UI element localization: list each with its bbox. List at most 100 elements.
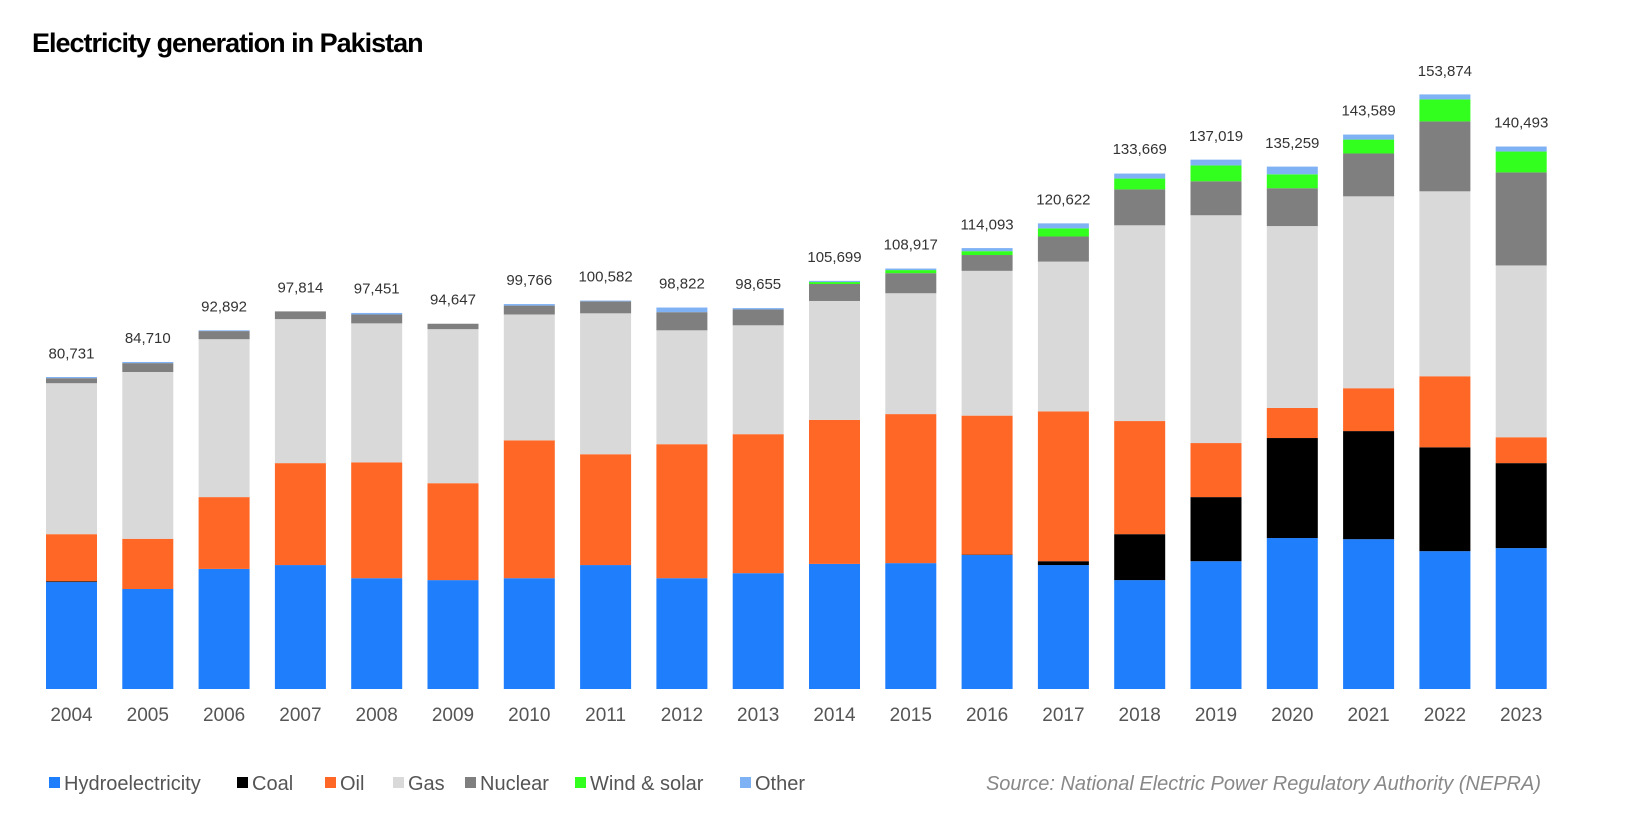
total-label-2010: 99,766 <box>506 272 552 289</box>
bar-segment-hydroelectricity-2022 <box>1419 551 1471 689</box>
bar-segment-gas-2008 <box>351 323 403 463</box>
legend-label-nuclear: Nuclear <box>480 773 549 795</box>
bar-segment-gas-2022 <box>1419 191 1471 377</box>
x-tick-label-2020: 2020 <box>1271 705 1313 726</box>
bar-segment-oil-2016 <box>961 415 1013 555</box>
total-label-2011: 100,582 <box>578 269 632 286</box>
x-tick-label-2012: 2012 <box>661 705 703 726</box>
bar-segment-nuclear-2007 <box>274 311 326 320</box>
bar-segment-other-2023 <box>1495 146 1547 152</box>
legend-swatch-other <box>740 777 751 788</box>
legend-label-other: Other <box>755 773 805 795</box>
legend-swatch-wind-solar <box>575 777 586 788</box>
bar-segment-wind-solar-2017 <box>1037 228 1089 237</box>
legend-label-hydroelectricity: Hydroelectricity <box>64 773 201 795</box>
bar-segment-wind-solar-2021 <box>1343 139 1395 154</box>
bar-segment-nuclear-2019 <box>1190 181 1242 216</box>
bar-segment-nuclear-2017 <box>1037 236 1089 262</box>
bar-segment-oil-2021 <box>1343 388 1395 432</box>
bar-segment-other-2013 <box>732 308 784 310</box>
bar-segment-gas-2014 <box>809 300 860 420</box>
bar-segment-coal-2004 <box>46 581 97 583</box>
total-label-2006: 92,892 <box>201 298 247 315</box>
bar-segment-gas-2013 <box>732 325 784 435</box>
bar-segment-oil-2012 <box>656 444 708 579</box>
bar-segment-gas-2020 <box>1266 226 1318 408</box>
bar-segment-gas-2018 <box>1114 225 1166 422</box>
bar-segment-hydroelectricity-2018 <box>1114 580 1166 689</box>
bar-segment-oil-2004 <box>46 534 97 582</box>
bar-segment-other-2014 <box>809 280 860 283</box>
bar-segment-nuclear-2020 <box>1266 188 1318 227</box>
bar-segment-hydroelectricity-2016 <box>961 555 1013 689</box>
bar-segment-nuclear-2012 <box>656 312 708 331</box>
bar-segment-other-2006 <box>198 330 250 332</box>
x-tick-label-2004: 2004 <box>50 705 93 726</box>
bar-segment-other-2016 <box>961 248 1013 252</box>
bar-segment-nuclear-2014 <box>809 283 860 301</box>
bar-segment-oil-2007 <box>274 463 326 566</box>
x-tick-label-2011: 2011 <box>585 705 626 726</box>
x-tick-label-2015: 2015 <box>890 705 932 726</box>
bar-segment-gas-2009 <box>427 329 479 484</box>
bar-segment-oil-2017 <box>1037 411 1089 562</box>
bar-segment-wind-solar-2023 <box>1495 151 1547 173</box>
legend-label-wind-solar: Wind & solar <box>590 773 704 795</box>
bar-segment-hydroelectricity-2012 <box>656 578 708 689</box>
total-label-2004: 80,731 <box>49 345 95 362</box>
bar-segment-hydroelectricity-2006 <box>198 568 250 689</box>
x-tick-label-2005: 2005 <box>127 705 169 726</box>
total-label-2013: 98,655 <box>735 276 781 293</box>
bar-segment-other-2022 <box>1419 94 1471 100</box>
bar-segment-coal-2020 <box>1266 438 1318 539</box>
bar-segment-nuclear-2010 <box>503 305 555 315</box>
bar-segment-nuclear-2011 <box>580 301 632 314</box>
x-tick-label-2017: 2017 <box>1042 705 1084 726</box>
bar-segment-oil-2020 <box>1266 407 1318 439</box>
bar-segment-oil-2008 <box>351 462 403 579</box>
bar-segment-hydroelectricity-2009 <box>427 580 479 689</box>
bar-segment-gas-2010 <box>503 314 555 441</box>
bar-segment-oil-2006 <box>198 497 250 569</box>
x-tick-label-2022: 2022 <box>1424 705 1466 726</box>
bar-segment-other-2018 <box>1114 173 1166 179</box>
bar-segment-oil-2023 <box>1495 437 1547 464</box>
bar-segment-other-2012 <box>656 307 708 313</box>
bar-segment-oil-2005 <box>122 538 174 589</box>
legend-swatch-oil <box>325 777 336 788</box>
x-tick-label-2018: 2018 <box>1119 705 1161 726</box>
bar-segment-gas-2023 <box>1495 265 1547 438</box>
total-label-2015: 108,917 <box>884 236 938 253</box>
bar-segment-coal-2019 <box>1190 497 1242 562</box>
bar-segment-hydroelectricity-2015 <box>885 563 937 689</box>
bar-segment-hydroelectricity-2023 <box>1495 548 1547 689</box>
total-label-2017: 120,622 <box>1036 191 1090 208</box>
bar-segment-gas-2007 <box>274 319 326 464</box>
x-tick-label-2023: 2023 <box>1500 705 1542 726</box>
total-label-2021: 143,589 <box>1341 103 1395 120</box>
legend-swatch-gas <box>393 777 404 788</box>
bar-segment-gas-2016 <box>961 270 1013 416</box>
legend-label-coal: Coal <box>252 773 293 795</box>
legend-swatch-coal <box>237 777 248 788</box>
bar-segment-coal-2017 <box>1037 561 1089 566</box>
bar-segment-hydroelectricity-2014 <box>809 563 860 689</box>
bar-segment-hydroelectricity-2019 <box>1190 561 1242 689</box>
bar-segment-other-2010 <box>503 304 555 306</box>
bar-segment-wind-solar-2018 <box>1114 178 1166 190</box>
bar-segment-other-2011 <box>580 300 632 302</box>
bar-segment-nuclear-2015 <box>885 273 937 294</box>
bar-segment-gas-2015 <box>885 293 937 415</box>
total-label-2020: 135,259 <box>1265 135 1319 152</box>
total-label-2008: 97,451 <box>354 281 400 298</box>
legend-label-gas: Gas <box>408 773 445 795</box>
bar-segment-gas-2017 <box>1037 261 1089 412</box>
bar-segment-other-2017 <box>1037 223 1089 229</box>
bar-segment-nuclear-2016 <box>961 255 1013 271</box>
bar-segment-gas-2011 <box>580 313 632 455</box>
bar-segment-gas-2012 <box>656 330 708 445</box>
total-label-2005: 84,710 <box>125 330 171 347</box>
total-label-2019: 137,019 <box>1189 128 1243 145</box>
bar-segment-hydroelectricity-2011 <box>580 565 632 689</box>
source-note: Source: National Electric Power Regulato… <box>986 773 1541 795</box>
